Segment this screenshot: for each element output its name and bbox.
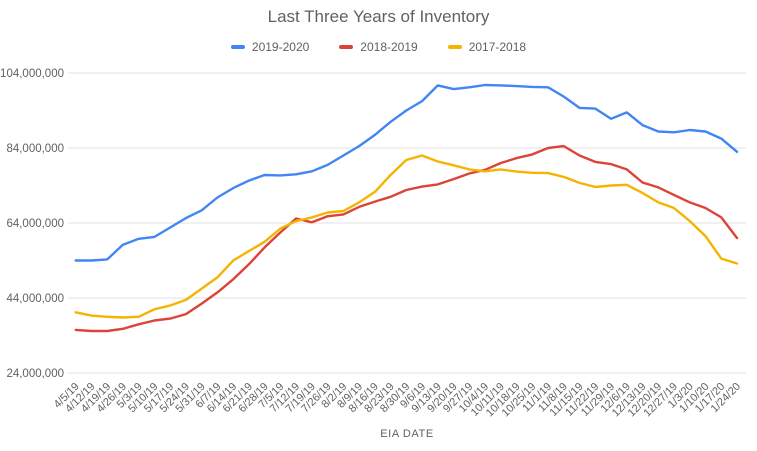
legend-item-2017-2018: 2017-2018	[447, 40, 527, 54]
legend-swatch-icon	[447, 45, 462, 49]
series-line-2017-2018	[74, 154, 739, 319]
y-axis-tick-label: 84,000,000	[6, 143, 64, 155]
legend-swatch-icon	[339, 45, 354, 49]
chart-title: Last Three Years of Inventory	[267, 7, 490, 26]
y-axis-tick-label: 64,000,000	[6, 218, 64, 230]
chart-legend: 2019-2020 2018-2019 2017-2018	[0, 39, 757, 55]
y-axis-tick-label: 44,000,000	[6, 293, 64, 305]
x-axis-title: EIA DATE	[380, 428, 434, 440]
series-line-2018-2019	[74, 144, 739, 333]
legend-label: 2019-2020	[251, 40, 310, 54]
legend-swatch-icon	[230, 45, 245, 49]
legend-item-2018-2019: 2018-2019	[339, 40, 418, 54]
legend-label: 2018-2019	[360, 40, 418, 54]
y-axis-tick-label: 24,000,000	[6, 368, 64, 380]
legend-label: 2017-2018	[468, 40, 527, 54]
series-line-2019-2020	[74, 83, 739, 262]
y-axis-tick-label: 104,000,000	[0, 68, 64, 80]
legend-item-2019-2020: 2019-2020	[230, 40, 310, 54]
